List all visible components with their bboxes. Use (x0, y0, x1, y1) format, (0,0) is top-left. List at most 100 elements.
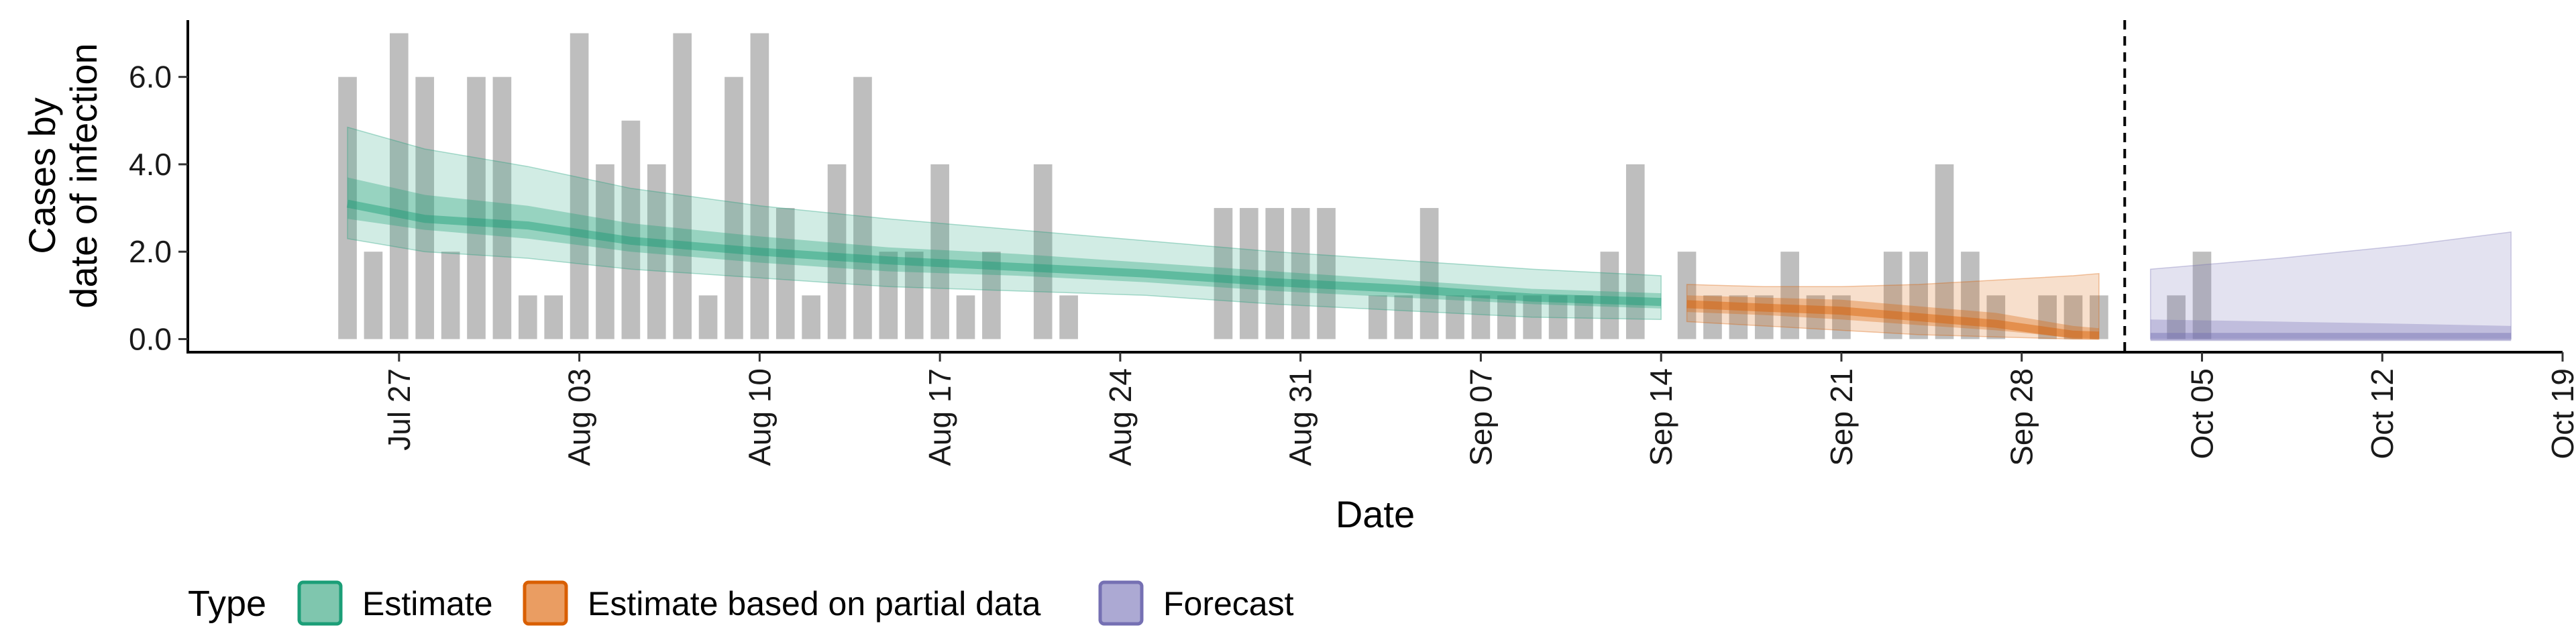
y-axis-title-line-2: date of infection (62, 43, 105, 308)
legend-key-forecast (1098, 580, 1144, 626)
case-bar (621, 120, 641, 339)
forecast-band-50 (2150, 319, 2512, 339)
case-bar (1446, 295, 1464, 339)
y-axis-title: Cases by date of infection (21, 43, 105, 308)
case-bar (1059, 295, 1078, 339)
case-bar (1780, 252, 1799, 339)
case-bar (1729, 295, 1748, 339)
case-bar (364, 252, 383, 339)
x-tick-label: Oct 12 (2365, 368, 2400, 460)
case-bar (1961, 252, 1980, 339)
x-tick-label: Oct 19 (2545, 368, 2576, 460)
case-bar (1883, 252, 1902, 339)
case-bar (1677, 252, 1697, 339)
x-tick-label: Sep 07 (1463, 368, 1498, 466)
estimate-band-50 (347, 177, 1662, 309)
case-bar (879, 252, 898, 339)
y-tick-label: 6.0 (129, 60, 172, 95)
y-tick-label: 2.0 (129, 234, 172, 269)
reported-cases-bars (338, 33, 2212, 339)
case-bar (647, 164, 666, 339)
case-bar (390, 33, 409, 339)
case-bar (1523, 295, 1542, 339)
case-bar (1214, 208, 1233, 339)
case-bar (1703, 295, 1722, 339)
case-bar (1935, 164, 1954, 339)
case-bar (2063, 295, 2083, 339)
case-bar (415, 76, 435, 339)
case-bar (1574, 295, 1593, 339)
y-tick-label: 0.0 (129, 321, 172, 356)
axes: 0.0 2.0 4.0 6.0 Jul 27 Aug 03 Aug 10 Aug 17 Aug… (129, 20, 2576, 466)
case-bar (1497, 295, 1516, 339)
case-bar (1806, 295, 1825, 339)
case-bar (2192, 252, 2212, 339)
case-bar (1754, 295, 1774, 339)
case-bar (596, 164, 614, 339)
case-bar (1625, 164, 1645, 339)
case-bar (775, 208, 795, 339)
case-bar (441, 252, 460, 339)
partial-median-line (1686, 300, 2100, 340)
x-tick-label: Aug 24 (1103, 368, 1138, 466)
case-bar (904, 252, 924, 339)
case-bar (1368, 295, 1387, 339)
case-bar (1394, 295, 1413, 339)
case-bar (673, 33, 692, 339)
x-tick-label: Aug 17 (922, 368, 957, 466)
case-bar (1291, 208, 1310, 339)
legend-label-estimate: Estimate (362, 585, 493, 623)
partial-band-90 (1686, 272, 2100, 340)
y-ticks: 0.0 2.0 4.0 6.0 (129, 60, 188, 356)
case-bar (750, 33, 769, 339)
estimate-band-90 (347, 126, 1662, 320)
case-bar (338, 76, 357, 339)
case-bar (1471, 295, 1491, 339)
x-tick-label: Oct 05 (2185, 368, 2220, 460)
legend-key-estimate (297, 580, 343, 626)
x-tick-label: Aug 31 (1283, 368, 1318, 466)
partial-band-50 (1686, 295, 2099, 339)
case-bar (1033, 164, 1053, 339)
case-bar (544, 295, 564, 339)
legend-title: Type (188, 584, 266, 624)
x-tick-label: Jul 27 (382, 368, 417, 451)
forecast-band-90 (2149, 231, 2512, 340)
case-bar (930, 164, 949, 339)
x-axis-title: Date (1336, 493, 1415, 535)
estimate-bands (346, 126, 2512, 341)
case-bar (1317, 208, 1336, 339)
case-bar (982, 252, 1001, 339)
case-bar (956, 295, 975, 339)
y-axis-title-line-1: Cases by (21, 97, 63, 254)
legend-key-partial (523, 580, 568, 626)
case-bar (570, 33, 589, 339)
x-ticks: Jul 27 Aug 03 Aug 10 Aug 17 Aug 24 Aug 31 Sep … (382, 352, 2576, 466)
legend: Type Estimate Estimate based on partial … (188, 580, 1294, 626)
case-bar (2167, 295, 2186, 339)
case-bar (698, 295, 718, 339)
case-bar (1986, 295, 2006, 339)
y-tick-label: 4.0 (129, 147, 172, 182)
case-bar (1419, 208, 1439, 339)
case-bar (1600, 252, 1619, 339)
case-bar (802, 295, 820, 339)
case-bar (1832, 295, 1851, 339)
x-tick-label: Sep 21 (1824, 368, 1859, 466)
case-bar (1265, 208, 1285, 339)
case-bar (467, 76, 486, 339)
x-tick-label: Sep 14 (1644, 368, 1678, 466)
legend-label-partial: Estimate based on partial data (588, 585, 1041, 623)
case-bar (2090, 295, 2108, 339)
case-bar (724, 76, 743, 339)
x-tick-label: Aug 10 (742, 368, 777, 466)
estimate-median-line (346, 199, 1662, 307)
case-bar (1240, 208, 1258, 339)
case-bar (1548, 295, 1568, 339)
x-tick-label: Sep 28 (2004, 368, 2039, 466)
case-bar (853, 76, 872, 339)
case-bar (2038, 295, 2057, 339)
case-bar (827, 164, 847, 339)
case-bar (1909, 252, 1928, 339)
